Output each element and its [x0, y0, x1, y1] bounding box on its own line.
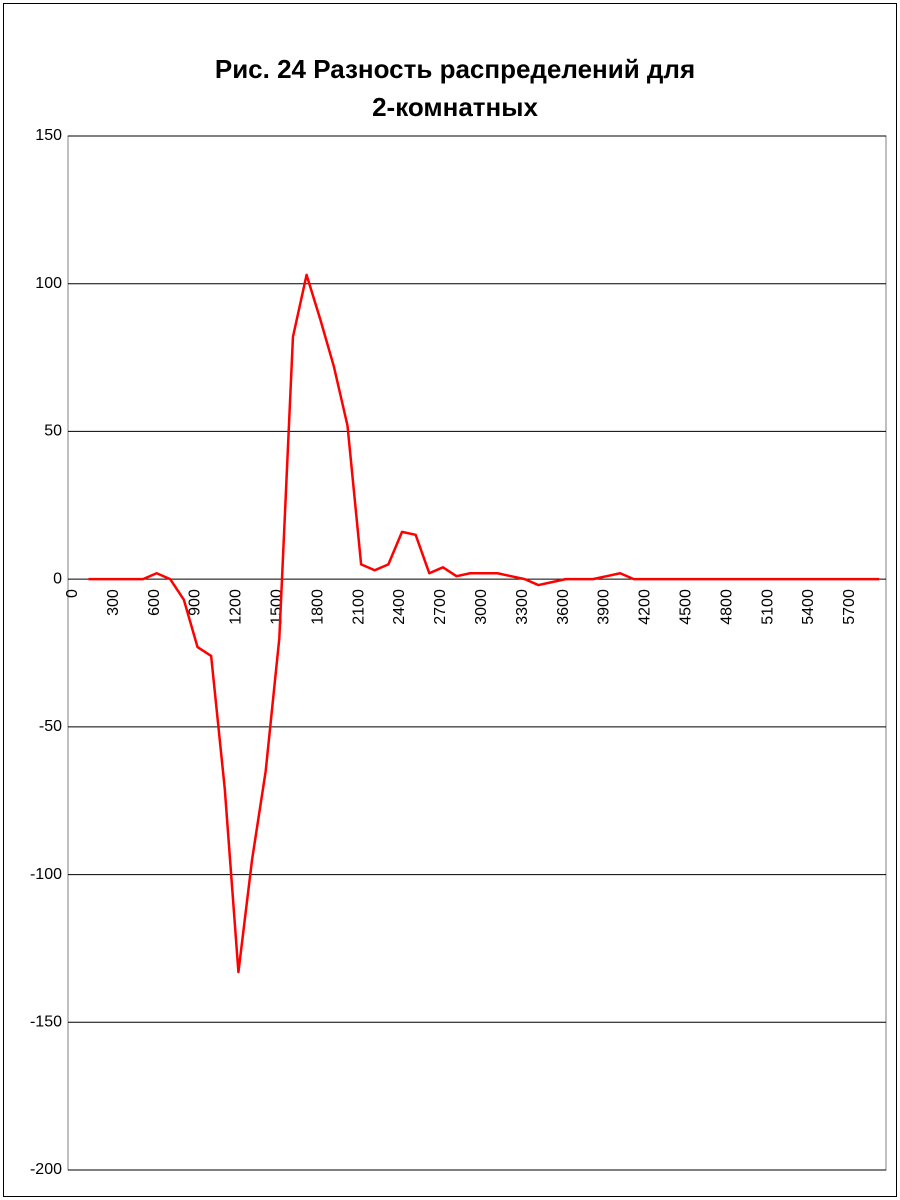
- data-line: [88, 273, 880, 974]
- y-tick-label: -200: [30, 1161, 62, 1178]
- x-tick-label: 2700: [432, 589, 449, 625]
- x-tick-label: 5400: [800, 589, 817, 625]
- chart-title: 2-комнатных: [372, 92, 538, 122]
- x-tick-label: 300: [105, 589, 122, 616]
- y-tick-label: -100: [30, 866, 62, 883]
- x-tick-label: 0: [64, 589, 81, 598]
- y-tick-label: 50: [44, 423, 62, 440]
- y-tick-label: 150: [35, 127, 62, 144]
- x-tick-label: 4200: [637, 589, 654, 625]
- x-tick-label: 4800: [718, 589, 735, 625]
- y-tick-label: 0: [53, 570, 62, 587]
- x-tick-label: 3000: [473, 589, 490, 625]
- chart-title: Рис. 24 Разность распределений для: [215, 54, 695, 84]
- x-tick-label: 3300: [514, 589, 531, 625]
- x-tick-label: 1200: [228, 589, 245, 625]
- x-tick-label: 900: [187, 589, 204, 616]
- x-tick-label: 3600: [555, 589, 572, 625]
- x-tick-label: 2400: [391, 589, 408, 625]
- y-tick-label: 100: [35, 275, 62, 292]
- x-tick-label: 5700: [841, 589, 858, 625]
- x-tick-label: 3900: [596, 589, 613, 625]
- x-tick-label: 5100: [759, 589, 776, 625]
- y-tick-label: -150: [30, 1014, 62, 1031]
- chart-frame: [3, 3, 897, 1197]
- x-tick-label: 1800: [309, 589, 326, 625]
- x-tick-label: 600: [146, 589, 163, 616]
- x-tick-label: 1500: [269, 589, 286, 625]
- x-tick-label: 2100: [350, 589, 367, 625]
- y-tick-label: -50: [39, 718, 62, 735]
- x-tick-label: 4500: [678, 589, 695, 625]
